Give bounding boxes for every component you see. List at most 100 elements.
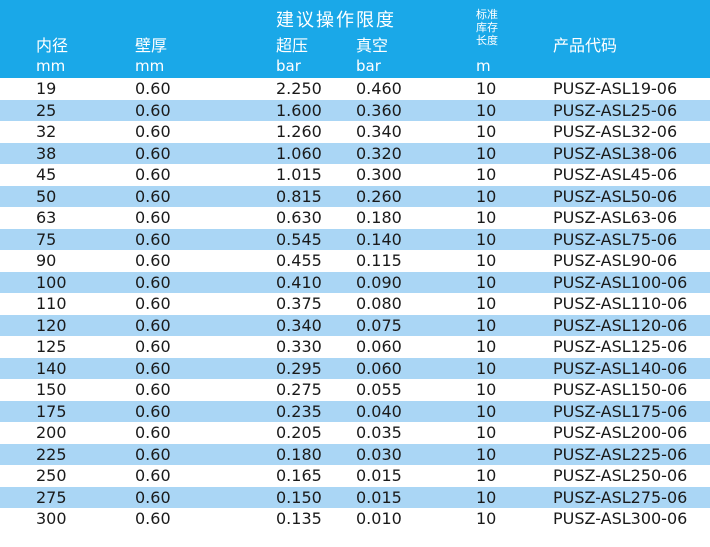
cell-overpressure: 0.235 [276, 401, 322, 421]
cell-wall-thickness: 0.60 [135, 466, 171, 485]
cell-product-code: PUSZ-ASL300-06 [553, 509, 688, 528]
table-row: 25 0.60 1.600 0.360 10 PUSZ-ASL25-06 [0, 99, 710, 121]
header-vacuum: 真空 [356, 36, 389, 55]
cell-product-code: PUSZ-ASL90-06 [553, 251, 678, 270]
table-row: 300 0.60 0.135 0.010 10 PUSZ-ASL300-06 [0, 508, 710, 530]
cell-vacuum: 0.075 [356, 315, 402, 335]
cell-overpressure: 1.260 [276, 122, 322, 141]
cell-stock-length: 10 [476, 487, 497, 507]
table-row: 225 0.60 0.180 0.030 10 PUSZ-ASL225-06 [0, 443, 710, 465]
cell-product-code: PUSZ-ASL175-06 [553, 401, 688, 421]
cell-inner-diameter: 200 [36, 423, 67, 442]
cell-inner-diameter: 300 [36, 509, 67, 528]
table-row: 75 0.60 0.545 0.140 10 PUSZ-ASL75-06 [0, 228, 710, 250]
cell-inner-diameter: 63 [36, 208, 57, 227]
cell-wall-thickness: 0.60 [135, 79, 171, 98]
cell-stock-length: 10 [476, 186, 497, 206]
cell-overpressure: 0.340 [276, 315, 322, 335]
cell-vacuum: 0.180 [356, 208, 402, 227]
header-wall-thickness-unit: mm [135, 57, 165, 75]
cell-overpressure: 0.275 [276, 380, 322, 399]
cell-vacuum: 0.010 [356, 509, 402, 528]
header-stock-length-line3: 长度 [476, 34, 498, 47]
table-row: 175 0.60 0.235 0.040 10 PUSZ-ASL175-06 [0, 400, 710, 422]
cell-overpressure: 1.060 [276, 143, 322, 163]
cell-inner-diameter: 150 [36, 380, 67, 399]
cell-inner-diameter: 32 [36, 122, 57, 141]
table-body: 19 0.60 2.250 0.460 10 PUSZ-ASL19-06 25 0.60 1.6… [0, 78, 710, 530]
table-row: 63 0.60 0.630 0.180 10 PUSZ-ASL63-06 [0, 207, 710, 229]
cell-product-code: PUSZ-ASL63-06 [553, 208, 678, 227]
cell-vacuum: 0.115 [356, 251, 402, 270]
table-row: 250 0.60 0.165 0.015 10 PUSZ-ASL250-06 [0, 465, 710, 487]
cell-stock-length: 10 [476, 337, 497, 356]
cell-inner-diameter: 125 [36, 337, 67, 356]
table-row: 125 0.60 0.330 0.060 10 PUSZ-ASL125-06 [0, 336, 710, 358]
cell-vacuum: 0.030 [356, 444, 402, 464]
cell-vacuum: 0.015 [356, 466, 402, 485]
cell-product-code: PUSZ-ASL50-06 [553, 186, 678, 206]
cell-stock-length: 10 [476, 165, 497, 184]
cell-wall-thickness: 0.60 [135, 251, 171, 270]
cell-vacuum: 0.015 [356, 487, 402, 507]
cell-stock-length: 10 [476, 401, 497, 421]
table-row: 38 0.60 1.060 0.320 10 PUSZ-ASL38-06 [0, 142, 710, 164]
table-row: 275 0.60 0.150 0.015 10 PUSZ-ASL275-06 [0, 486, 710, 508]
cell-wall-thickness: 0.60 [135, 272, 171, 292]
cell-vacuum: 0.360 [356, 100, 402, 120]
cell-stock-length: 10 [476, 100, 497, 120]
cell-wall-thickness: 0.60 [135, 165, 171, 184]
cell-wall-thickness: 0.60 [135, 208, 171, 227]
cell-overpressure: 0.815 [276, 186, 322, 206]
cell-stock-length: 10 [476, 79, 497, 98]
cell-stock-length: 10 [476, 358, 497, 378]
cell-vacuum: 0.460 [356, 79, 402, 98]
cell-overpressure: 0.135 [276, 509, 322, 528]
cell-product-code: PUSZ-ASL275-06 [553, 487, 688, 507]
cell-overpressure: 0.330 [276, 337, 322, 356]
cell-product-code: PUSZ-ASL250-06 [553, 466, 688, 485]
table-row: 120 0.60 0.340 0.075 10 PUSZ-ASL120-06 [0, 314, 710, 336]
cell-inner-diameter: 120 [36, 315, 67, 335]
cell-wall-thickness: 0.60 [135, 122, 171, 141]
cell-stock-length: 10 [476, 251, 497, 270]
cell-wall-thickness: 0.60 [135, 444, 171, 464]
cell-vacuum: 0.040 [356, 401, 402, 421]
cell-wall-thickness: 0.60 [135, 401, 171, 421]
cell-inner-diameter: 45 [36, 165, 57, 184]
cell-vacuum: 0.055 [356, 380, 402, 399]
cell-stock-length: 10 [476, 423, 497, 442]
cell-inner-diameter: 175 [36, 401, 67, 421]
cell-overpressure: 0.165 [276, 466, 322, 485]
cell-product-code: PUSZ-ASL120-06 [553, 315, 688, 335]
cell-stock-length: 10 [476, 143, 497, 163]
header-stock-length-unit: m [476, 57, 491, 75]
cell-wall-thickness: 0.60 [135, 487, 171, 507]
cell-product-code: PUSZ-ASL45-06 [553, 165, 678, 184]
header-vacuum-unit: bar [356, 57, 381, 75]
cell-overpressure: 1.600 [276, 100, 322, 120]
header-stock-length-line1: 标准 [476, 8, 498, 21]
cell-inner-diameter: 50 [36, 186, 57, 206]
cell-vacuum: 0.260 [356, 186, 402, 206]
header-overpressure-unit: bar [276, 57, 301, 75]
cell-inner-diameter: 100 [36, 272, 67, 292]
cell-inner-diameter: 250 [36, 466, 67, 485]
cell-vacuum: 0.060 [356, 358, 402, 378]
table-row: 32 0.60 1.260 0.340 10 PUSZ-ASL32-06 [0, 121, 710, 143]
cell-product-code: PUSZ-ASL125-06 [553, 337, 688, 356]
cell-wall-thickness: 0.60 [135, 294, 171, 313]
cell-inner-diameter: 25 [36, 100, 57, 120]
cell-overpressure: 2.250 [276, 79, 322, 98]
cell-wall-thickness: 0.60 [135, 315, 171, 335]
cell-overpressure: 0.545 [276, 229, 322, 249]
cell-product-code: PUSZ-ASL150-06 [553, 380, 688, 399]
cell-product-code: PUSZ-ASL75-06 [553, 229, 678, 249]
cell-overpressure: 0.410 [276, 272, 322, 292]
cell-product-code: PUSZ-ASL32-06 [553, 122, 678, 141]
cell-stock-length: 10 [476, 444, 497, 464]
cell-inner-diameter: 110 [36, 294, 67, 313]
cell-overpressure: 0.150 [276, 487, 322, 507]
cell-wall-thickness: 0.60 [135, 423, 171, 442]
cell-vacuum: 0.060 [356, 337, 402, 356]
